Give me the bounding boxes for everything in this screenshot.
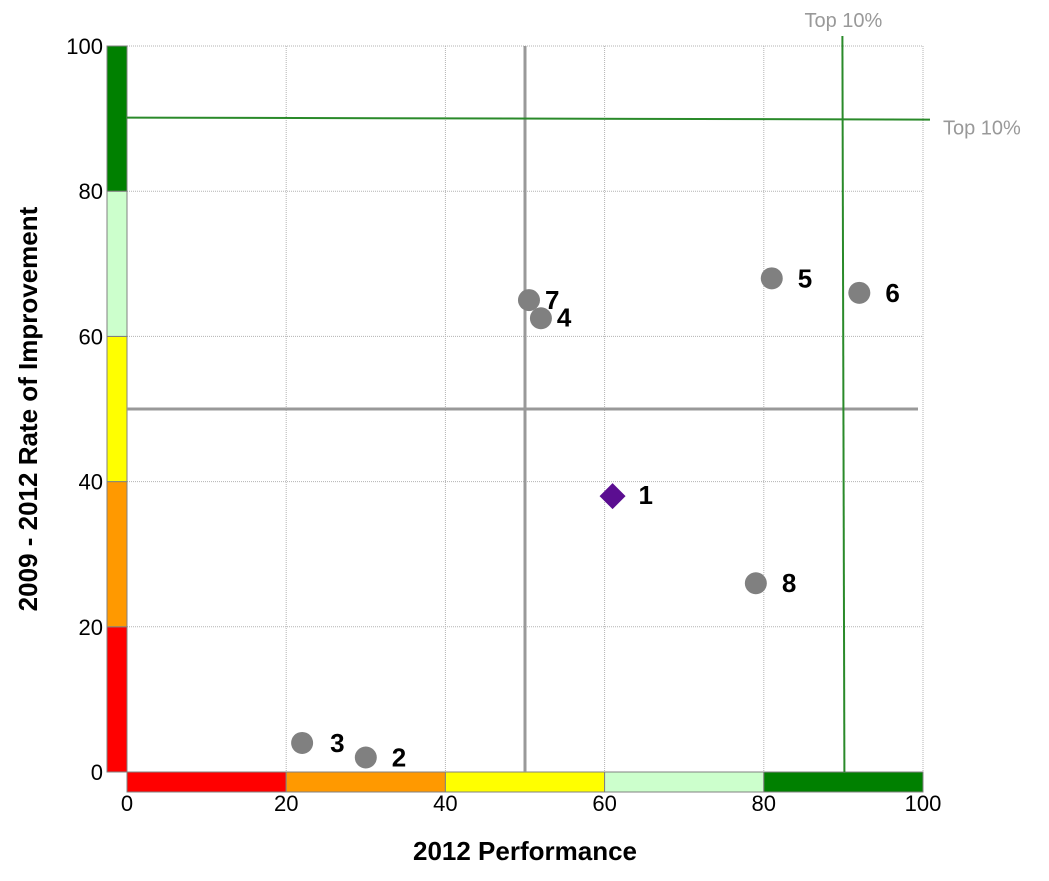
point-5-label: 5 <box>798 263 812 293</box>
x-tick-label-80: 80 <box>752 791 776 816</box>
point-6-marker <box>848 281 871 304</box>
point-3-marker <box>291 731 314 754</box>
point-4-marker <box>529 307 552 330</box>
tick-labels: 0 20 40 60 80 100 0 20 40 60 80 100 <box>66 34 941 816</box>
color-bands <box>106 45 924 793</box>
point-2-label: 2 <box>392 742 406 772</box>
y-tick-label-0: 0 <box>91 760 103 785</box>
reference-lines: Top 10% Top 10% <box>126 10 1021 773</box>
y-axis-title: 2009 - 2012 Rate of Improvement <box>13 206 43 611</box>
point-3-label: 3 <box>330 728 344 758</box>
ref-label-horizontal: Top 10% <box>943 118 1021 140</box>
data-points: 1 2 3 4 5 6 7 8 <box>291 263 900 772</box>
horizontal-ref-line-90 <box>126 116 931 121</box>
x-tick-label-0: 0 <box>121 791 133 816</box>
point-1-label: 1 <box>639 480 653 510</box>
point-2-marker <box>354 746 377 769</box>
y-tick-label-40: 40 <box>79 470 103 495</box>
point-5-marker <box>760 267 783 290</box>
point-8-label: 8 <box>782 568 796 598</box>
y-tick-label-20: 20 <box>79 615 103 640</box>
x-tick-label-40: 40 <box>433 791 457 816</box>
point-7-label: 7 <box>545 285 559 315</box>
y-tick-label-60: 60 <box>79 324 103 349</box>
y-band-4 <box>106 190 128 337</box>
x-axis-title: 2012 Performance <box>413 836 637 866</box>
y-band-1 <box>106 626 128 773</box>
x-tick-label-100: 100 <box>905 791 942 816</box>
x-tick-label-60: 60 <box>592 791 616 816</box>
y-band-2 <box>106 481 128 628</box>
x-band-1 <box>126 771 287 793</box>
point-1-marker <box>599 483 626 510</box>
point-8-marker <box>744 572 767 595</box>
point-7-marker <box>517 289 540 312</box>
vertical-ref-line-90 <box>841 35 846 773</box>
x-band-3 <box>444 771 606 793</box>
y-tick-label-100: 100 <box>66 34 103 59</box>
point-4-label: 4 <box>557 302 572 332</box>
x-tick-label-20: 20 <box>274 791 298 816</box>
y-band-5 <box>106 45 128 192</box>
ref-label-vertical: Top 10% <box>804 10 882 32</box>
y-band-3 <box>106 335 128 483</box>
x-band-2 <box>285 771 446 793</box>
point-6-label: 6 <box>885 278 899 308</box>
x-band-4 <box>604 771 765 793</box>
x-band-5 <box>763 771 924 793</box>
y-tick-label-80: 80 <box>79 179 103 204</box>
